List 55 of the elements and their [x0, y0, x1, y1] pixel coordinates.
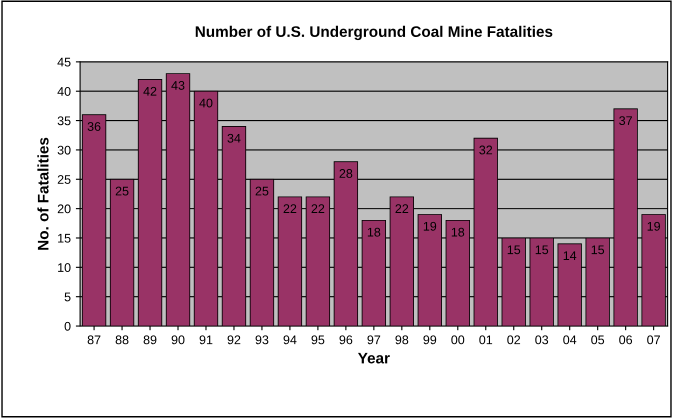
x-tick-label: 96	[340, 335, 352, 344]
data-label: 19	[648, 222, 660, 231]
data-label: 15	[536, 245, 548, 254]
data-label: 15	[592, 245, 604, 254]
y-tick-label: 40	[57, 87, 71, 96]
x-tick-label: 00	[451, 335, 464, 344]
x-tick-label: 90	[172, 335, 184, 344]
data-label: 28	[340, 169, 352, 178]
y-tick-label: 20	[58, 204, 71, 214]
y-tick-label: 5	[64, 292, 71, 302]
chart-title: Number of U.S. Underground Coal Mine Fatalities	[196, 26, 552, 40]
data-label: 43	[171, 80, 184, 90]
x-tick-label: 99	[423, 335, 436, 344]
x-axis-title: Year	[358, 352, 390, 364]
data-label: 36	[88, 122, 100, 131]
x-tick-label: 02	[507, 335, 520, 344]
data-label: 19	[424, 222, 436, 231]
y-tick-label: 25	[58, 175, 71, 184]
data-label: 32	[479, 146, 492, 154]
x-tick-label: 98	[395, 335, 408, 344]
data-label: 42	[143, 86, 156, 96]
data-label: 37	[619, 116, 632, 126]
y-tick-label: 45	[57, 58, 71, 67]
x-tick-label: 89	[144, 335, 156, 344]
data-label: 18	[452, 228, 464, 237]
data-label: 22	[312, 204, 324, 213]
x-tick-label: 95	[312, 335, 324, 344]
y-tick-label: 30	[58, 146, 71, 155]
y-tick-label: 10	[58, 263, 71, 272]
data-label: 22	[396, 204, 408, 213]
x-tick-label: 93	[256, 335, 268, 344]
x-tick-label: 03	[535, 335, 548, 344]
x-tick-label: 94	[284, 335, 297, 344]
x-tick-label: 06	[619, 335, 632, 344]
x-tick-label: 05	[591, 335, 604, 344]
data-label: 25	[256, 186, 268, 196]
x-tick-label: 92	[228, 335, 240, 344]
data-label: 25	[116, 186, 128, 196]
x-tick-label: 88	[116, 335, 128, 344]
x-tick-label: 87	[88, 335, 100, 344]
x-tick-label: 04	[563, 335, 576, 344]
y-axis-title: No. of Fatalities	[37, 138, 49, 250]
y-tick-label: 0	[64, 322, 71, 331]
data-label: 14	[564, 251, 576, 260]
x-tick-label: 91	[200, 335, 212, 344]
x-tick-label: 07	[647, 335, 660, 344]
x-tick-label: 97	[367, 335, 380, 344]
data-label: 40	[199, 98, 212, 108]
data-label: 18	[368, 228, 380, 237]
y-tick-label: 15	[58, 234, 71, 243]
y-tick-label: 35	[58, 116, 71, 126]
data-label: 15	[508, 245, 520, 254]
x-tick-label: 01	[479, 335, 492, 344]
data-label: 22	[284, 204, 296, 213]
data-label: 34	[227, 134, 241, 143]
